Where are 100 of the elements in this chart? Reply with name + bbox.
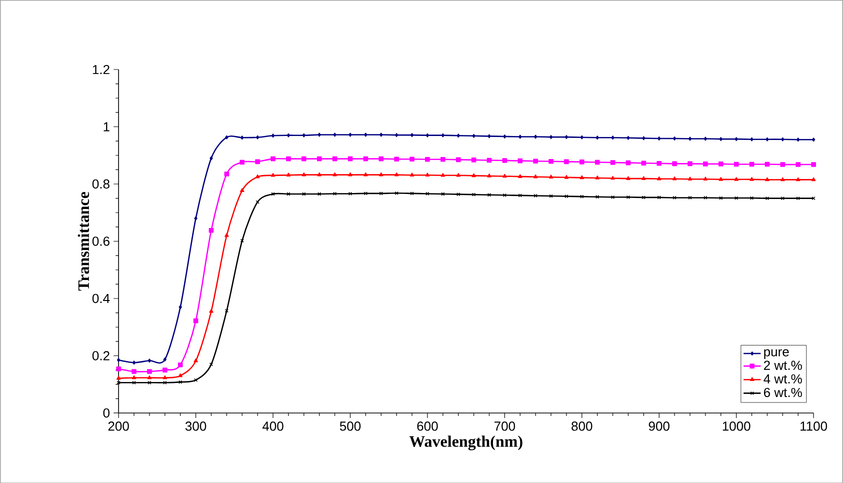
point [594,160,600,164]
point [641,160,646,166]
point [317,172,322,176]
point [132,360,136,364]
point [764,162,770,166]
point [548,174,554,178]
point [780,177,785,181]
point [364,172,368,176]
legend-label: 4 wt.% [764,374,802,384]
point [610,195,615,199]
point [147,368,152,374]
point [656,160,662,166]
point [378,172,384,176]
point [224,308,228,312]
point [116,358,120,362]
point [719,136,722,141]
point [332,192,337,196]
point [580,194,584,198]
point [656,176,662,180]
point [750,176,754,181]
point [718,176,724,181]
point [270,156,276,161]
point [163,357,167,362]
point [194,216,198,220]
point [286,172,291,176]
point [611,135,614,140]
x-tick-label: 1000 [722,421,750,431]
point [534,134,538,139]
point [410,132,414,137]
legend-label: pure [764,349,789,359]
point [703,176,708,180]
point [626,176,630,180]
point [734,176,738,181]
point [703,161,708,166]
point [256,135,260,140]
point [316,156,322,161]
point [209,308,214,313]
point [780,162,786,167]
point [564,159,569,164]
point [163,380,167,384]
point [240,135,244,140]
point [440,172,446,177]
point [642,136,646,140]
point [193,318,198,323]
point [208,228,214,233]
point [240,160,245,164]
point [688,176,692,180]
point [441,133,444,138]
point [734,162,739,166]
point [394,172,399,176]
point [488,134,491,138]
point [333,132,336,137]
point [364,132,368,137]
point [533,158,538,164]
point [472,134,476,138]
point [472,173,476,177]
point [471,157,476,162]
point [796,177,800,181]
point [132,368,136,374]
y-tick-label: 0.4 [92,294,110,303]
point [596,194,600,198]
point [225,135,228,140]
point [426,133,430,138]
x-axis-title: Wavelength(nm) [409,435,522,450]
point [672,136,676,140]
point [240,188,244,192]
y-tick-label: 1 [104,122,110,131]
point [642,176,646,180]
point [487,173,492,178]
point [348,132,352,137]
point [348,172,352,176]
point [626,160,631,165]
x-tick-label: 600 [417,421,438,431]
point [286,133,290,138]
x-tick-label: 300 [185,421,206,431]
point [348,156,353,161]
point [348,192,352,196]
x-tick-label: 200 [108,421,129,431]
point [410,172,414,176]
point [580,175,584,179]
point [456,157,461,162]
point [363,156,368,161]
y-tick-label: 1.2 [92,64,110,74]
point [380,132,383,137]
point [704,136,708,141]
point [579,159,584,164]
point [486,158,492,162]
point [549,194,553,198]
point [194,358,198,362]
point [332,172,337,176]
point [271,192,275,196]
x-tick-label: 800 [572,421,592,431]
point [286,156,291,161]
point [224,232,229,237]
point [812,137,816,142]
point [626,136,630,140]
point [549,134,553,139]
point [456,172,460,177]
point [595,175,600,180]
point [580,135,584,140]
